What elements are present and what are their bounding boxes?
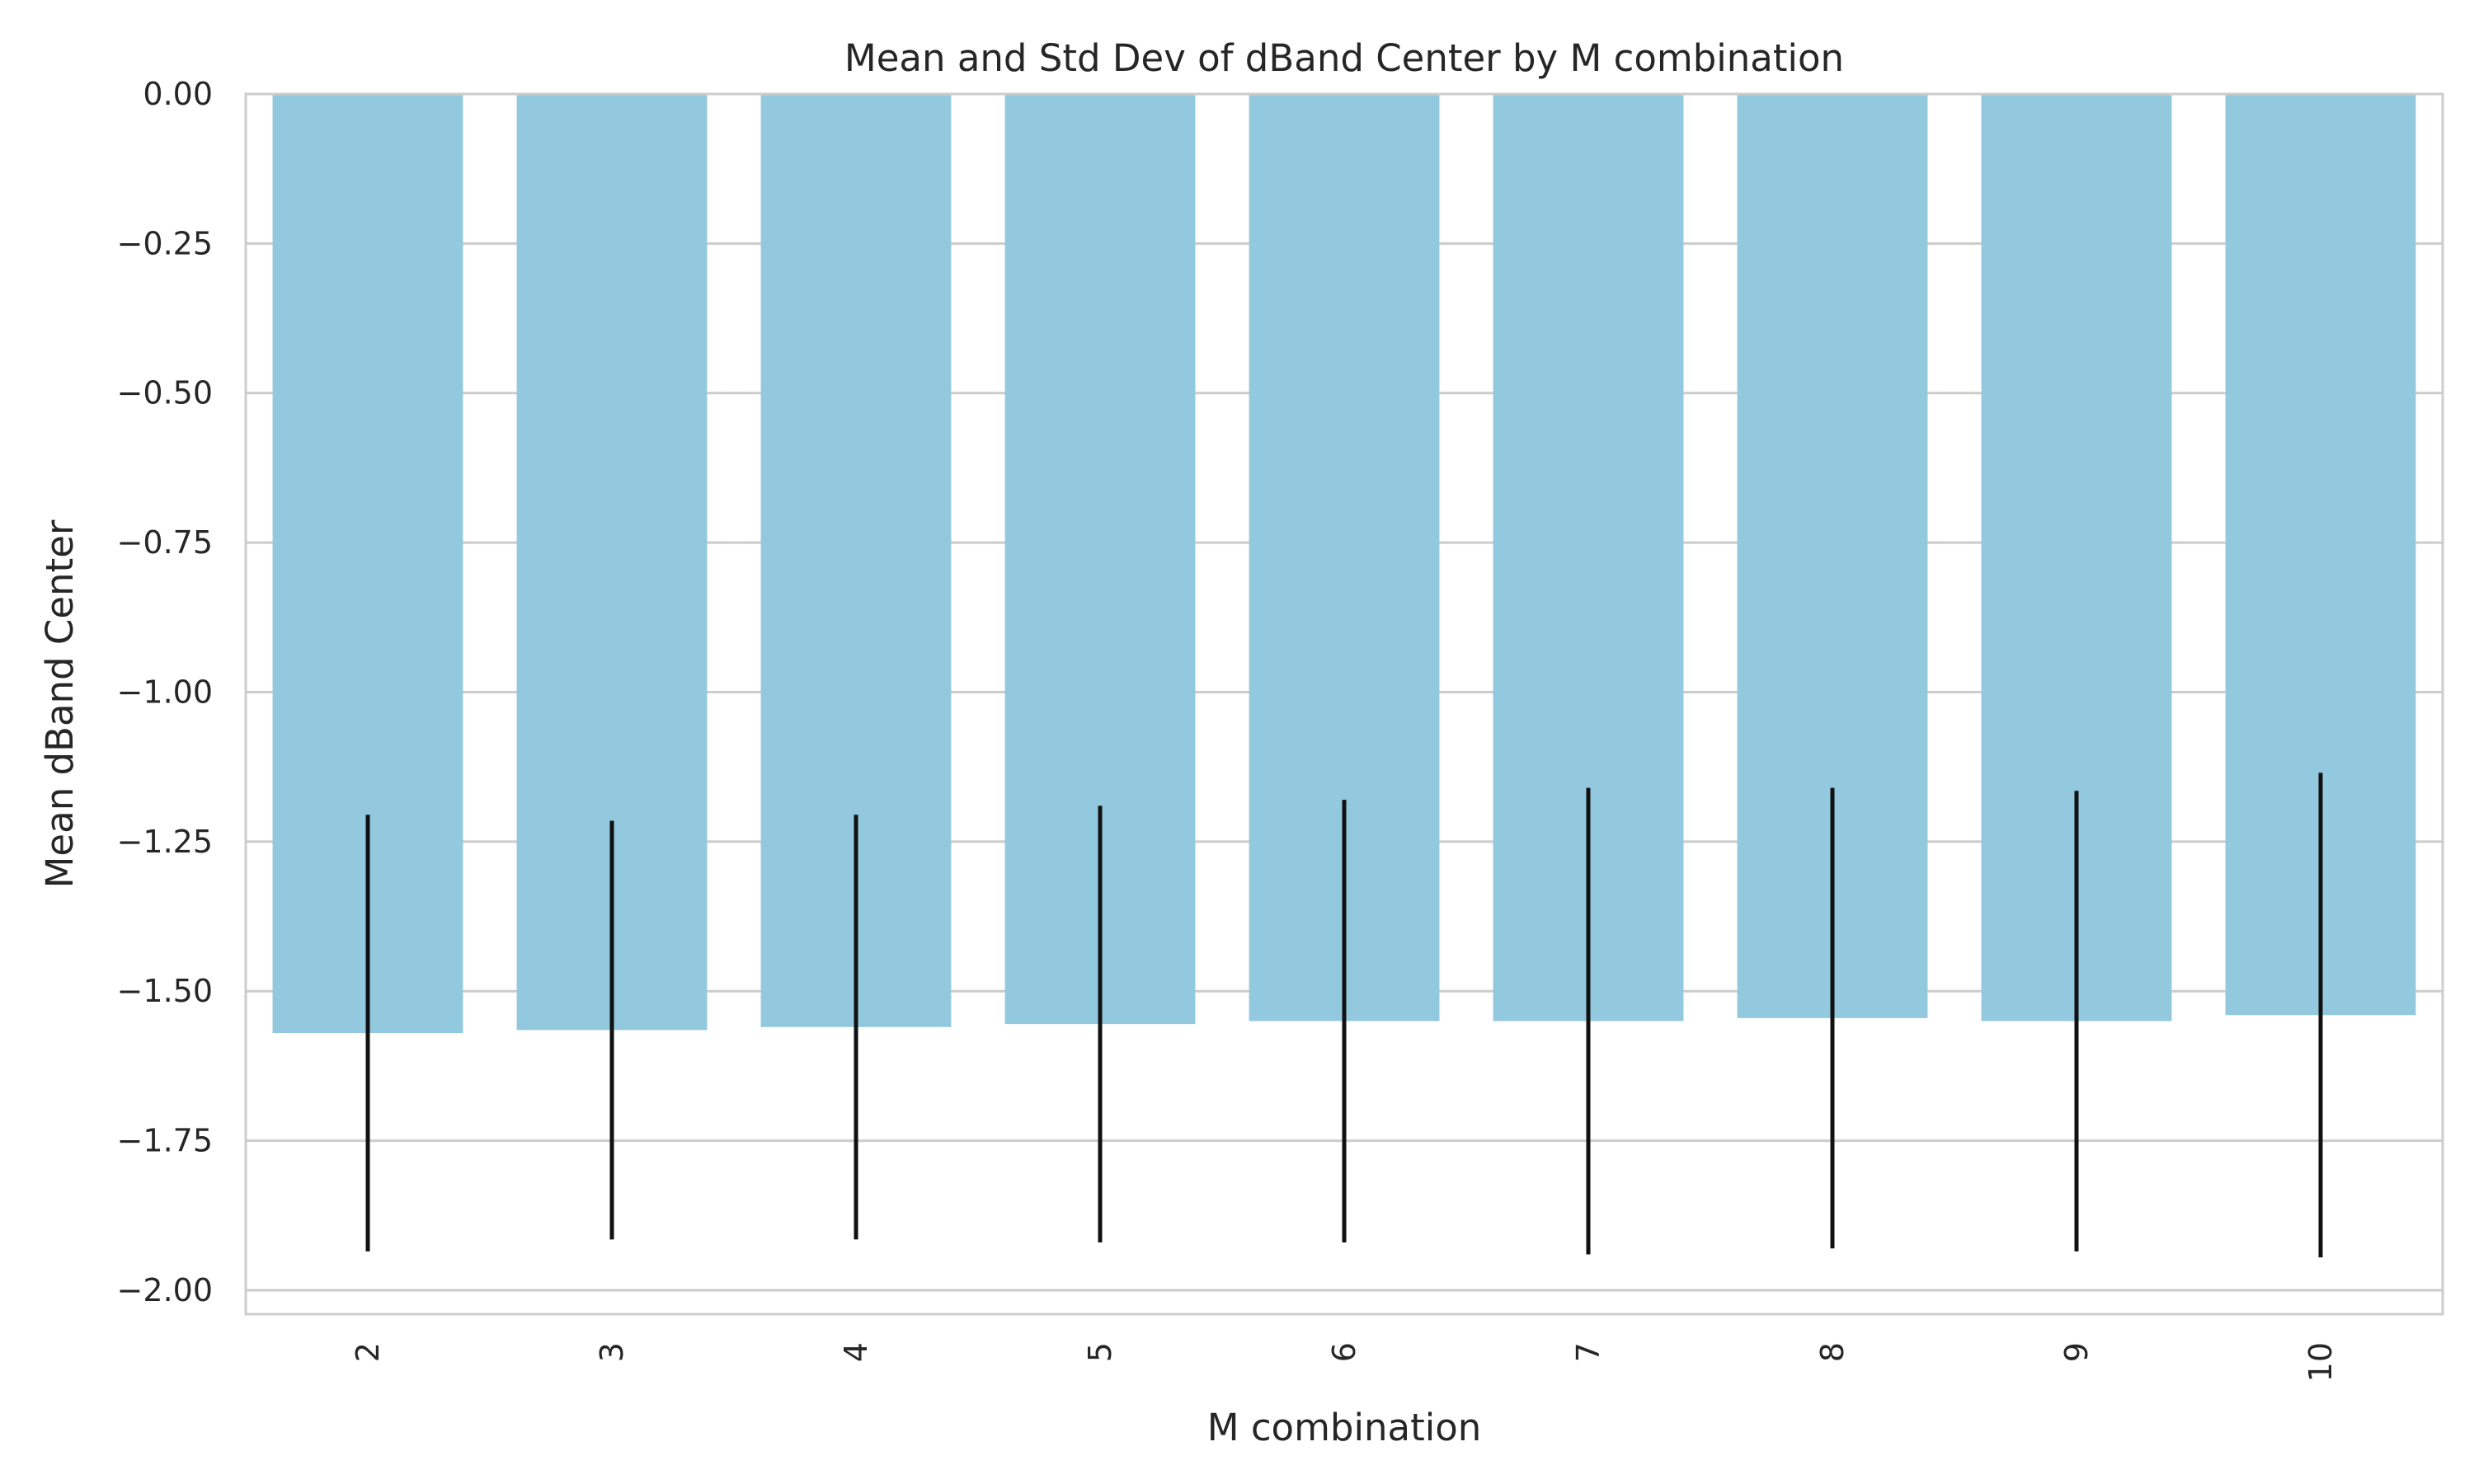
y-tick-label: −1.25 — [117, 824, 213, 860]
x-tick-label: 4 — [838, 1342, 874, 1362]
y-tick-label: −0.25 — [117, 225, 213, 261]
axes-frame — [244, 92, 2444, 1316]
y-tick-label: −0.50 — [117, 375, 213, 411]
chart-title: Mean and Std Dev of dBand Center by M co… — [844, 36, 1844, 80]
y-tick-label: −1.75 — [117, 1123, 213, 1159]
x-tick-label: 3 — [594, 1342, 630, 1362]
x-tick-label: 2 — [350, 1342, 386, 1362]
x-tick-label: 8 — [1814, 1342, 1851, 1362]
x-tick-label: 10 — [2302, 1342, 2339, 1382]
y-tick-label: −1.00 — [117, 674, 213, 710]
y-tick-labels: 0.00 −0.25 −0.50 −0.75 −1.00 −1.25 −1.50 −1.75 −… — [117, 76, 213, 1308]
x-tick-labels: 2 3 4 5 6 7 8 9 10 — [350, 1342, 2339, 1382]
y-tick-label: 0.00 — [143, 76, 213, 112]
y-tick-label: −0.75 — [117, 524, 213, 561]
x-tick-label: 5 — [1082, 1342, 1118, 1362]
y-tick-label: −1.50 — [117, 973, 213, 1009]
x-axis-label: M combination — [1207, 1406, 1482, 1449]
x-tick-label: 7 — [1570, 1342, 1606, 1362]
x-tick-label: 6 — [1326, 1342, 1362, 1362]
error-bar-layer — [365, 773, 2323, 1258]
y-tick-label: −2.00 — [117, 1272, 213, 1308]
x-tick-label: 9 — [2058, 1342, 2095, 1362]
y-axis-label: Mean dBand Center — [38, 519, 82, 888]
